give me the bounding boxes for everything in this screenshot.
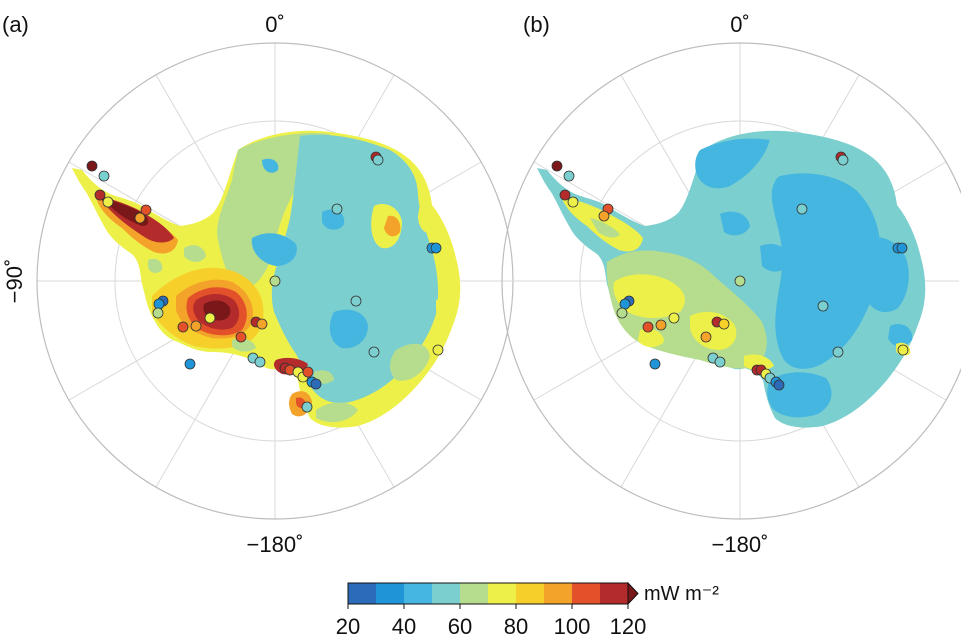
panel-b: (b) 0˚ −180˚	[501, 12, 961, 557]
margin-yellow	[744, 354, 774, 371]
blue-field	[888, 323, 913, 347]
blue-pocket	[251, 233, 297, 266]
blue-field	[858, 236, 909, 313]
colorbar-tick-label: 40	[392, 614, 416, 637]
colorbar-swatch	[572, 583, 601, 604]
light-green-patch	[148, 258, 163, 273]
blue-field	[720, 211, 750, 236]
colorbar-swatch	[516, 583, 545, 604]
colorbar-unit-label: mW m⁻²	[644, 583, 719, 605]
blue-pocket	[262, 158, 279, 173]
colorbar-tick-label: 120	[610, 614, 647, 637]
yellow-region	[613, 274, 685, 318]
map-boundary-circle	[501, 42, 961, 520]
longitude-label-left: −90˚	[2, 259, 27, 304]
blue-pocket	[329, 309, 368, 349]
teal-region	[271, 134, 439, 404]
colorbar-frame	[347, 582, 629, 605]
colorbar-swatch	[488, 583, 517, 604]
heat-flow-map	[72, 130, 461, 428]
panel-label: (b)	[523, 12, 550, 37]
measurement-sites	[86, 151, 444, 413]
colorbar-swatch	[348, 583, 377, 604]
blue-pocket	[322, 209, 345, 230]
colorbar-swatch	[432, 583, 461, 604]
colorbar-tick-label: 100	[554, 614, 591, 637]
panel-label: (a)	[2, 12, 29, 37]
blue-field	[771, 173, 881, 369]
orange-ridge	[384, 215, 401, 237]
colorbar-swatch	[600, 583, 629, 604]
measurement-sites	[551, 151, 909, 391]
colorbar-swatch	[460, 583, 489, 604]
peninsula-green	[590, 218, 620, 238]
colorbar-swatch	[376, 583, 405, 604]
colorbar-tick-label: 60	[448, 614, 472, 637]
light-green-patch	[232, 338, 256, 352]
longitude-label-bottom: −180˚	[712, 532, 769, 557]
yellow-ridge	[436, 298, 455, 321]
blue-field	[695, 138, 770, 189]
colorbar-tick-label: 20	[336, 614, 360, 637]
colorbar-extension-arrow	[627, 581, 639, 606]
colorbar-swatch	[404, 583, 433, 604]
yellow-region	[638, 328, 664, 348]
light-green-patch	[184, 245, 206, 262]
panel-a: (a) 0˚ −180˚ −90˚	[2, 12, 514, 557]
colorbar-swatch	[544, 583, 573, 604]
light-green-patch	[390, 343, 430, 381]
light-green-patch	[316, 402, 358, 423]
heat-flow-map	[537, 130, 926, 428]
blue-field	[760, 243, 790, 272]
longitude-label-bottom: −180˚	[247, 532, 304, 557]
yellow-ridge	[418, 204, 434, 234]
longitude-label-top: 0˚	[265, 12, 285, 37]
longitude-label-top: 0˚	[730, 12, 750, 37]
colorbar: 20 40 60 80 100 120 mW m⁻²	[336, 581, 719, 637]
colorbar-tick-label: 80	[504, 614, 528, 637]
